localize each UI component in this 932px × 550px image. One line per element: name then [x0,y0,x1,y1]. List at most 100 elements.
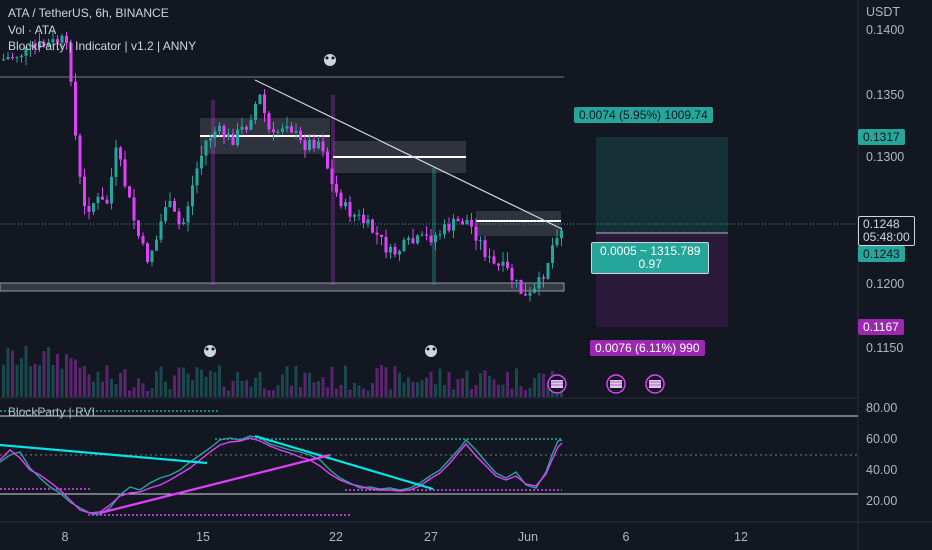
candle-body[interactable] [416,235,419,244]
indicator-legend[interactable]: BlockParty | Indicator | v1.2 | ANNY [8,39,197,53]
candle-body[interactable] [209,138,212,141]
candle-body[interactable] [227,133,230,138]
candle-body[interactable] [101,196,104,200]
candle-body[interactable] [479,240,482,242]
candle-body[interactable] [411,238,415,244]
candle-body[interactable] [465,219,469,225]
candle-body[interactable] [339,192,343,207]
candle-body[interactable] [330,168,334,185]
event-flag-icon[interactable] [645,374,665,394]
rvi-legend[interactable]: BlockParty | RVI [8,405,95,419]
candle-body[interactable] [105,199,109,204]
candle-body[interactable] [191,185,194,207]
candle-body[interactable] [434,234,437,243]
candle-body[interactable] [51,39,55,43]
candle-body[interactable] [87,206,91,212]
candle-body[interactable] [128,186,131,198]
candle-body[interactable] [321,141,325,152]
candle-body[interactable] [348,202,352,217]
candle-body[interactable] [132,197,136,221]
candle-body[interactable] [551,245,554,263]
candle-body[interactable] [519,279,523,294]
candle-body[interactable] [240,126,244,130]
candle-body[interactable] [506,261,509,268]
candle-body[interactable] [276,131,280,133]
candle-body[interactable] [83,176,86,207]
candle-body[interactable] [186,206,190,223]
candle-body[interactable] [60,35,64,43]
candle-body[interactable] [357,214,361,216]
candle-body[interactable] [425,234,428,236]
candle-body[interactable] [501,261,505,266]
candle-body[interactable] [402,239,406,252]
candle-body[interactable] [110,176,113,204]
candle-body[interactable] [141,235,145,244]
candle-body[interactable] [222,125,226,138]
candle-body[interactable] [290,126,293,133]
candle-body[interactable] [389,246,392,253]
candle-body[interactable] [384,237,388,253]
rvi-trendline-magenta[interactable] [99,453,331,515]
candle-body[interactable] [173,201,176,212]
candle-body[interactable] [123,159,127,187]
candle-body[interactable] [119,147,122,160]
trendline[interactable] [254,79,563,230]
candle-body[interactable] [24,47,28,56]
candle-body[interactable] [281,128,284,132]
candle-body[interactable] [533,288,536,293]
stop-label[interactable]: 0.0076 (6.11%) 990 [590,340,705,356]
candle-body[interactable] [326,151,329,169]
candle-body[interactable] [2,59,5,61]
target-label[interactable]: 0.0074 (5.95%) 1009.74 [574,107,713,123]
candle-body[interactable] [335,184,338,193]
candle-body[interactable] [69,43,73,82]
rvi-trendline-cyan[interactable] [0,443,208,465]
candle-body[interactable] [74,81,77,136]
candle-body[interactable] [555,238,559,246]
candle-body[interactable] [420,234,424,236]
candle-body[interactable] [6,57,10,60]
candle-body[interactable] [164,207,167,222]
candle-body[interactable] [560,230,563,239]
candle-body[interactable] [456,218,460,222]
candle-body[interactable] [528,292,532,296]
candle-body[interactable] [515,279,518,281]
order-block-3[interactable] [476,211,561,236]
candle-body[interactable] [33,45,37,48]
candle-body[interactable] [168,201,172,208]
candle-body[interactable] [362,214,365,224]
candle-body[interactable] [497,263,500,266]
candle-body[interactable] [78,135,82,177]
currency-label[interactable]: USDT [866,5,901,19]
candle-body[interactable] [245,126,248,130]
event-flag-icon[interactable] [606,374,626,394]
candle-body[interactable] [38,42,41,48]
candle-body[interactable] [492,256,496,264]
candle-body[interactable] [285,126,289,129]
volume-legend[interactable]: Vol · ATA [8,23,57,37]
candle-body[interactable] [393,246,397,255]
candle-body[interactable] [96,196,100,204]
candle-body[interactable] [537,277,541,289]
candle-body[interactable] [150,250,154,263]
candle-body[interactable] [294,130,298,133]
candle-body[interactable] [146,243,149,263]
symbol-title[interactable]: ATA / TetherUS, 6h, BINANCE [8,6,169,20]
candle-body[interactable] [249,120,253,130]
candle-body[interactable] [177,211,181,225]
candle-body[interactable] [47,42,50,47]
candle-body[interactable] [182,222,185,225]
candle-body[interactable] [366,219,370,224]
candle-body[interactable] [254,104,257,121]
candle-body[interactable] [272,129,275,133]
candle-body[interactable] [65,35,68,44]
candle-body[interactable] [443,224,446,235]
candle-body[interactable] [429,235,433,243]
candle-body[interactable] [488,256,491,258]
candle-body[interactable] [344,202,347,207]
candle-body[interactable] [195,168,199,186]
candle-body[interactable] [114,147,118,177]
candle-body[interactable] [380,234,383,238]
candle-body[interactable] [438,234,442,236]
candle-body[interactable] [299,130,302,141]
